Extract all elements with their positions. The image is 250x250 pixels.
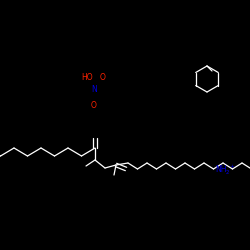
Text: N: N <box>91 86 97 94</box>
Text: +: + <box>229 164 234 170</box>
Text: O: O <box>91 100 97 110</box>
Text: HO: HO <box>81 72 93 82</box>
Text: 2: 2 <box>226 170 230 174</box>
Text: NH: NH <box>215 166 226 174</box>
Text: O: O <box>100 72 106 82</box>
